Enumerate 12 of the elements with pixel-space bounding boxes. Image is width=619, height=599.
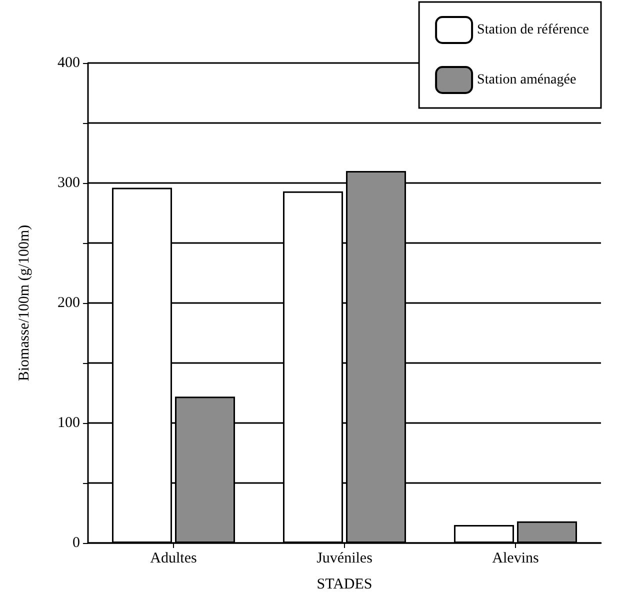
y-tick-label: 300 [58, 175, 80, 191]
legend-label: Station de référence [477, 22, 590, 38]
x-tick-label: Juvéniles [316, 550, 373, 566]
y-tick-label: 200 [58, 295, 80, 311]
legend-label: Station aménagée [477, 72, 576, 88]
x-tick-label: Adultes [150, 550, 197, 566]
y-axis-title: Biomasse/100m (g/100m) [16, 224, 32, 382]
y-tick-label: 0 [72, 535, 80, 551]
y-tick-label: 100 [58, 415, 80, 431]
y-tick-label: 400 [58, 55, 80, 71]
x-tick-label: Alevins [492, 550, 539, 566]
x-axis-title: STADES [316, 576, 372, 592]
